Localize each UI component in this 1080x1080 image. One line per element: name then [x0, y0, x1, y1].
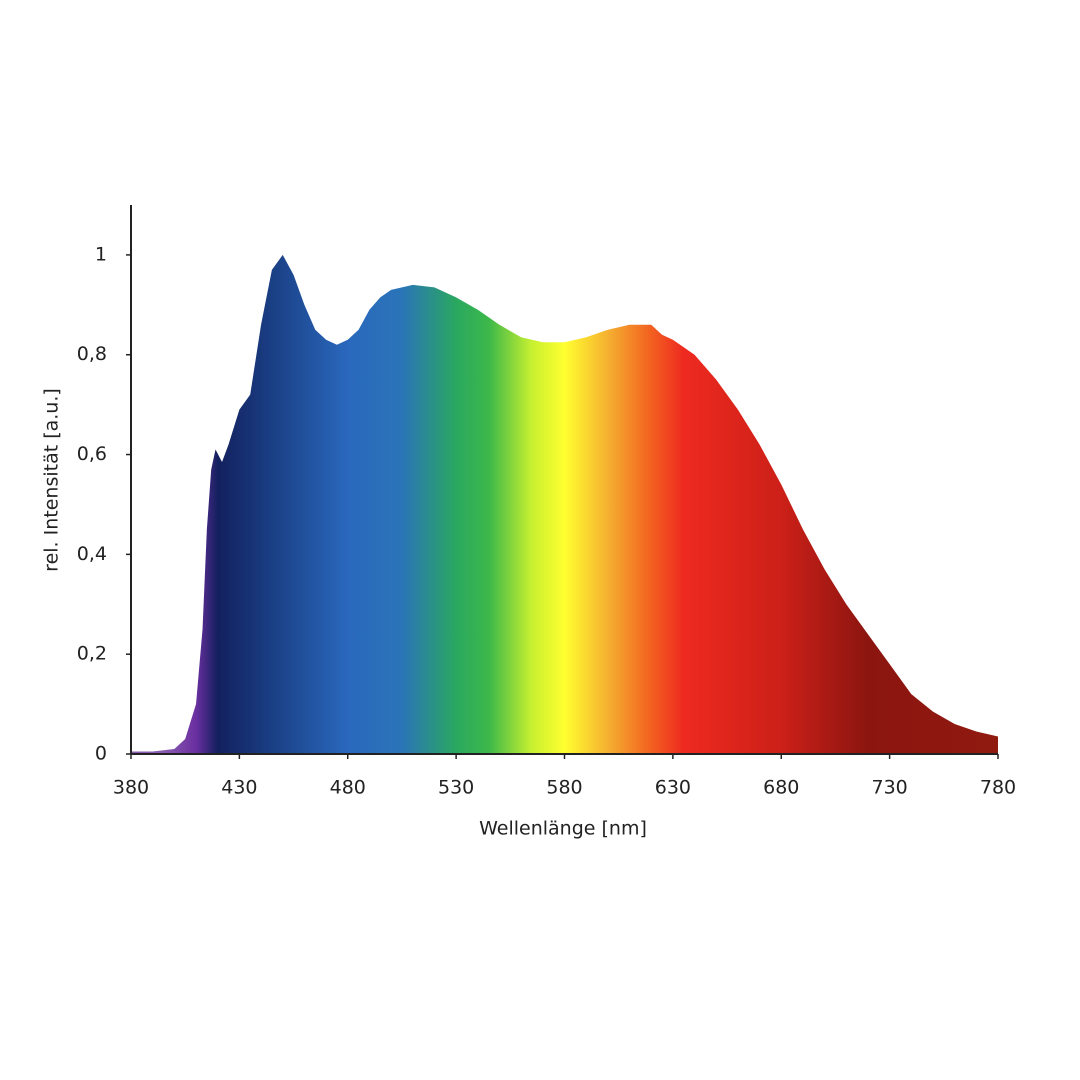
x-tick-label: 480: [330, 777, 366, 799]
y-tick-label: 0,8: [77, 343, 107, 365]
y-axis-label: rel. Intensität [a.u.]: [41, 388, 63, 572]
y-tick-label: 1: [95, 243, 107, 265]
x-tick-label: 630: [655, 777, 691, 799]
y-tick-label: 0,4: [77, 543, 107, 565]
x-tick-label: 730: [871, 777, 907, 799]
x-tick-label: 530: [438, 777, 474, 799]
x-tick-label: 430: [221, 777, 257, 799]
spectrum-area: [131, 254, 998, 754]
x-tick-label: 380: [113, 777, 149, 799]
y-tick-label: 0: [95, 743, 107, 765]
x-axis-label: Wellenlänge [nm]: [479, 818, 647, 840]
y-tick-label: 0,6: [77, 443, 107, 465]
x-tick-label: 780: [980, 777, 1016, 799]
y-tick-label: 0,2: [77, 643, 107, 665]
x-tick-label: 680: [763, 777, 799, 799]
x-tick-label: 580: [546, 777, 582, 799]
